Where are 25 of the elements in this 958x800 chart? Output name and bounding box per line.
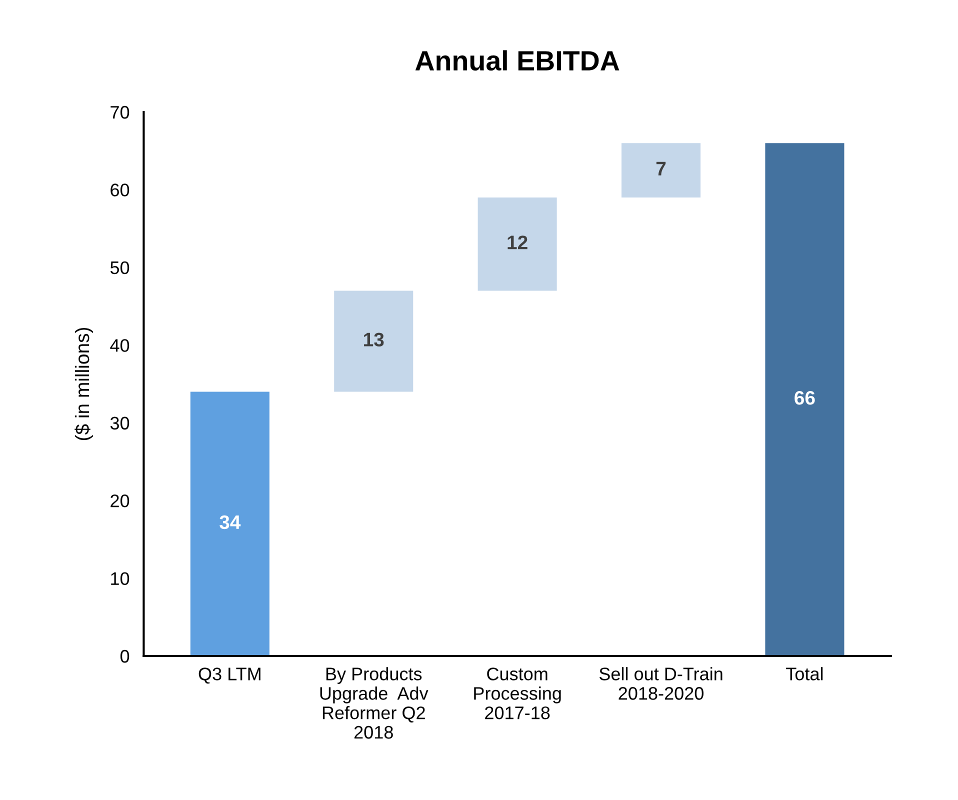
y-tick-label: 60 xyxy=(110,184,130,196)
bar xyxy=(478,197,557,291)
x-tick-label: By Products Upgrade Adv Reformer Q2 2018 xyxy=(320,667,428,739)
y-tick-label: 10 xyxy=(111,572,130,586)
y-tick-label: 40 xyxy=(110,339,130,352)
data-label: 13 xyxy=(364,332,384,347)
data-label: 7 xyxy=(656,162,666,176)
bar xyxy=(334,290,414,392)
y-tick-label: 50 xyxy=(110,261,130,274)
chart-title: Annual EBITDA xyxy=(415,50,620,71)
y-tick-label: 20 xyxy=(110,494,130,508)
data-label: 66 xyxy=(794,390,815,405)
y-tick-label: 0 xyxy=(120,650,130,663)
x-tick-label: Sell out D-Train 2018-2020 xyxy=(599,667,722,700)
data-label: 34 xyxy=(220,515,241,530)
y-tick-label: 30 xyxy=(110,416,130,430)
y-tick-label: 70 xyxy=(110,106,130,119)
bar xyxy=(765,143,844,656)
x-tick-label: Total xyxy=(786,667,823,680)
bar xyxy=(190,392,270,656)
x-tick-label: Custom Processing 2017-18 xyxy=(474,668,561,720)
y-axis-title: ($ in millions) xyxy=(74,328,94,440)
data-label: 12 xyxy=(508,236,528,250)
x-tick-label: Q3 LTM xyxy=(198,668,260,684)
bar xyxy=(622,143,701,198)
